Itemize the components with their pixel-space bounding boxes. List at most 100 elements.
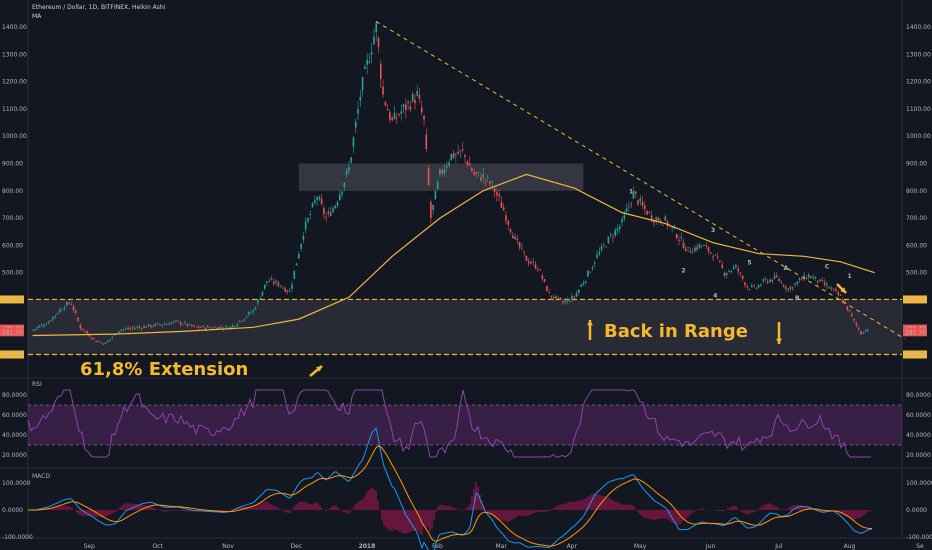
macd-histogram-bar [367,491,369,510]
candle-body [120,329,123,331]
macd-histogram-bar [749,510,751,514]
macd-histogram-bar [87,510,89,517]
candle-body [648,211,651,213]
candle-body [84,330,86,332]
candle-body [848,309,851,312]
candle-body [498,194,500,197]
macd-histogram-bar [387,510,389,530]
candle-body [266,281,268,283]
candle-body [598,251,601,255]
candle-body [366,59,368,65]
candle-body [325,216,327,218]
candle-body [753,285,755,287]
candle-body [737,268,739,272]
macd-histogram-bar [433,510,435,520]
macd-histogram-bar [325,510,327,512]
rsi-y-tick-left: 20.0000 [2,452,27,459]
macd-histogram-bar [161,510,163,512]
macd-histogram-bar [861,510,863,517]
candle-body [154,323,157,326]
candle-body [288,291,291,292]
macd-histogram-bar [855,510,857,519]
macd-histogram-bar [517,510,519,517]
macd-histogram-bar [183,510,185,512]
candle-body [468,163,471,166]
macd-histogram-bar [399,510,401,532]
candle-body [755,287,758,289]
wave-label: A [784,265,789,272]
macd-histogram-bar [637,510,639,512]
macd-histogram-bar [491,510,493,516]
candle-body [52,316,54,320]
macd-histogram-bar [123,503,125,510]
macd-histogram-bar [767,503,769,510]
candle-body [141,328,143,330]
candle-body [279,285,282,287]
macd-histogram-bar [155,508,157,510]
candle-body [166,323,168,325]
macd-histogram-bar [541,510,543,512]
candle-body [596,254,598,258]
macd-histogram-bar [619,502,621,510]
macd-histogram-bar [651,510,653,520]
macd-histogram-bar [743,510,745,514]
candle-body [432,204,434,210]
candle-body [170,322,173,325]
candle-body [373,36,375,45]
macd-histogram-bar [469,504,471,510]
macd-histogram-bar [673,510,675,524]
candle-body [334,205,337,209]
macd-histogram-bar [121,505,123,510]
candle-body [327,211,330,214]
candle-body [832,288,835,290]
candle-body [291,284,293,289]
macd-histogram-bar [363,497,365,510]
macd-histogram-bar [115,510,117,512]
candle-body [721,264,723,268]
candle-body [618,226,621,229]
macd-histogram-bar [529,510,531,515]
macd-histogram-bar [435,510,437,513]
macd-histogram-bar [237,507,239,510]
macd-histogram-bar [191,510,193,512]
candle-body [118,331,120,333]
macd-histogram-bar [125,502,127,510]
candle-body [482,174,485,178]
x-tick-label: Aug [844,543,856,550]
macd-histogram-bar [853,510,855,520]
x-tick-label: Apr [567,543,578,550]
candle-body [671,227,673,228]
candle-body [282,287,284,289]
macd-histogram-bar [95,510,97,517]
macd-histogram-bar [441,505,443,510]
candle-body [59,309,61,312]
macd-histogram-bar [633,506,635,510]
macd-histogram-bar [489,510,491,514]
candle-body [225,325,227,327]
macd-histogram-bar [251,506,253,510]
candle-body [857,327,860,330]
macd-histogram-bar [735,506,737,510]
candle-body [389,112,391,120]
macd-histogram-bar [775,506,777,510]
candle-body [687,247,689,248]
macd-histogram-bar [413,510,415,531]
macd-histogram-bar [661,510,663,519]
macd-histogram-bar [335,505,337,510]
ma-label: MA [32,13,42,20]
macd-histogram-bar [349,510,351,513]
macd-histogram-bar [567,502,569,510]
candle-body [243,319,246,321]
candle-body [698,244,701,248]
macd-histogram-bar [163,510,165,512]
macd-histogram-bar [277,507,279,510]
candle-body [368,61,371,63]
candle-body [202,325,205,327]
macd-histogram-bar [777,507,779,510]
macd-histogram-bar [723,510,725,512]
candle-body [320,198,323,204]
candle-body [514,236,516,239]
macd-histogram-bar [753,510,755,513]
